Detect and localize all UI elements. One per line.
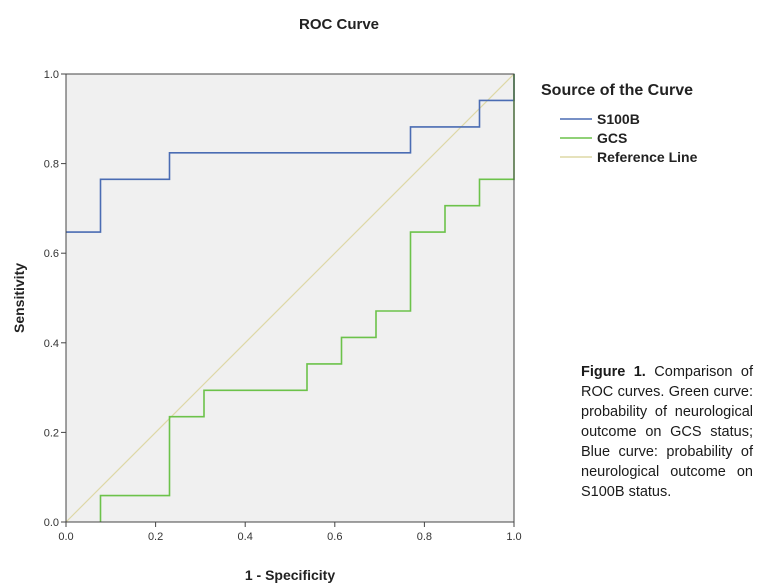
y-tick-label: 0.8	[44, 159, 59, 171]
x-tick-label: 0.2	[148, 531, 163, 543]
axis-layer: 0.0 0.2 0.4 0.6 0.8 1.0 0.0 0.2 0.4 0.6 0.8 1.0	[44, 69, 522, 543]
x-tick-label: 0.8	[417, 531, 432, 543]
x-tick-label: 1.0	[506, 531, 521, 543]
y-tick-label: 0.0	[44, 517, 59, 529]
x-axis-label: 1 - Specificity	[245, 567, 335, 583]
series-line-gcs	[99, 74, 515, 522]
figure-caption: Figure 1. Comparison of ROC curves. Gree…	[581, 362, 753, 502]
y-axis-label: Sensitivity	[11, 263, 27, 333]
legend-title: Source of the Curve	[541, 82, 693, 99]
x-tick-label: 0.0	[58, 531, 73, 543]
chart-title: ROC Curve	[299, 16, 379, 33]
series-line-s100b	[66, 74, 515, 233]
series-layer	[65, 73, 515, 523]
series-line-reference-line	[65, 73, 515, 523]
x-tick-label: 0.6	[327, 531, 342, 543]
plot-frame	[65, 73, 515, 523]
legend-label: GCS	[597, 130, 627, 146]
x-tick-label: 0.4	[238, 531, 253, 543]
legend-label: S100B	[597, 111, 640, 127]
y-tick-label: 0.6	[44, 248, 59, 260]
y-tick-label: 0.2	[44, 427, 59, 439]
figure-caption-label: Figure 1.	[581, 364, 646, 380]
y-tick-label: 1.0	[44, 69, 59, 81]
legend-label: Reference Line	[597, 149, 698, 165]
figure-caption-text: Comparison of ROC curves. Green curve: p…	[581, 364, 753, 500]
legend-items: S100B GCS Reference Line	[560, 111, 698, 165]
y-tick-label: 0.4	[44, 338, 59, 350]
legend: Source of the Curve S100B GCS Reference Li…	[541, 82, 698, 165]
